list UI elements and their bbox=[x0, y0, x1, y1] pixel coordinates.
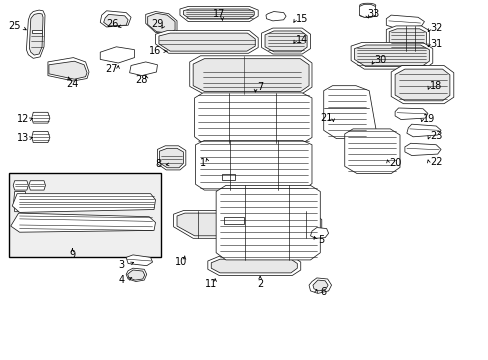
Polygon shape bbox=[183, 9, 254, 19]
Polygon shape bbox=[145, 12, 177, 34]
Polygon shape bbox=[394, 69, 449, 101]
Polygon shape bbox=[13, 181, 28, 190]
Polygon shape bbox=[216, 185, 320, 260]
Polygon shape bbox=[32, 30, 42, 33]
Text: 26: 26 bbox=[106, 19, 119, 30]
Polygon shape bbox=[100, 47, 134, 63]
Text: 20: 20 bbox=[388, 158, 401, 168]
Text: 31: 31 bbox=[429, 39, 442, 49]
Polygon shape bbox=[155, 31, 258, 53]
Polygon shape bbox=[29, 181, 45, 190]
Polygon shape bbox=[48, 58, 89, 81]
Polygon shape bbox=[312, 280, 327, 291]
Text: 13: 13 bbox=[17, 133, 30, 143]
Polygon shape bbox=[100, 11, 131, 27]
Text: 6: 6 bbox=[320, 287, 326, 297]
Text: 27: 27 bbox=[105, 64, 118, 74]
Text: 33: 33 bbox=[366, 9, 379, 19]
Polygon shape bbox=[193, 59, 308, 91]
Polygon shape bbox=[265, 12, 285, 21]
Text: 8: 8 bbox=[156, 159, 162, 169]
Polygon shape bbox=[32, 112, 50, 123]
Text: 9: 9 bbox=[69, 250, 75, 260]
Polygon shape bbox=[11, 213, 155, 232]
Polygon shape bbox=[354, 45, 428, 67]
Polygon shape bbox=[14, 192, 26, 212]
Polygon shape bbox=[207, 256, 300, 275]
Polygon shape bbox=[359, 4, 375, 17]
Text: 12: 12 bbox=[17, 114, 30, 124]
Polygon shape bbox=[310, 228, 328, 238]
Polygon shape bbox=[194, 93, 311, 143]
Text: 32: 32 bbox=[429, 23, 442, 33]
Text: 30: 30 bbox=[373, 55, 386, 66]
Text: 4: 4 bbox=[118, 275, 124, 285]
Text: 22: 22 bbox=[429, 157, 442, 167]
Polygon shape bbox=[32, 131, 50, 143]
Text: 15: 15 bbox=[295, 14, 308, 24]
Text: 16: 16 bbox=[149, 46, 162, 56]
Polygon shape bbox=[173, 211, 321, 238]
Text: 11: 11 bbox=[204, 279, 217, 289]
Text: 17: 17 bbox=[212, 9, 225, 19]
Polygon shape bbox=[386, 26, 428, 51]
Polygon shape bbox=[388, 29, 426, 49]
FancyBboxPatch shape bbox=[9, 173, 161, 257]
Polygon shape bbox=[103, 14, 128, 26]
Text: 3: 3 bbox=[118, 260, 124, 270]
Polygon shape bbox=[394, 108, 427, 120]
Polygon shape bbox=[406, 124, 440, 137]
Polygon shape bbox=[404, 143, 440, 156]
Polygon shape bbox=[390, 66, 453, 104]
Polygon shape bbox=[222, 174, 234, 180]
Ellipse shape bbox=[359, 3, 375, 8]
Polygon shape bbox=[211, 259, 297, 273]
Text: 2: 2 bbox=[257, 279, 263, 289]
Text: 7: 7 bbox=[257, 82, 263, 92]
Text: 21: 21 bbox=[320, 113, 332, 123]
Polygon shape bbox=[147, 13, 175, 33]
Text: 10: 10 bbox=[174, 257, 187, 267]
Polygon shape bbox=[159, 33, 255, 51]
Polygon shape bbox=[126, 268, 146, 282]
Text: 14: 14 bbox=[295, 35, 308, 45]
Polygon shape bbox=[180, 6, 258, 22]
Text: 25: 25 bbox=[8, 21, 21, 31]
Polygon shape bbox=[344, 129, 399, 174]
Polygon shape bbox=[323, 86, 376, 139]
Polygon shape bbox=[157, 146, 185, 170]
Polygon shape bbox=[308, 278, 331, 293]
Text: 28: 28 bbox=[135, 75, 148, 85]
Polygon shape bbox=[26, 10, 45, 58]
Polygon shape bbox=[350, 42, 432, 69]
Text: 5: 5 bbox=[318, 235, 324, 246]
Polygon shape bbox=[49, 61, 87, 79]
Polygon shape bbox=[127, 270, 144, 280]
Text: 19: 19 bbox=[422, 114, 435, 124]
Polygon shape bbox=[386, 15, 424, 28]
Polygon shape bbox=[264, 31, 306, 52]
Polygon shape bbox=[12, 194, 155, 212]
Polygon shape bbox=[159, 148, 183, 168]
Text: 18: 18 bbox=[429, 81, 442, 91]
Text: 29: 29 bbox=[151, 19, 163, 30]
Polygon shape bbox=[261, 28, 310, 54]
Polygon shape bbox=[126, 255, 152, 266]
Text: 24: 24 bbox=[66, 78, 79, 89]
Polygon shape bbox=[224, 217, 243, 224]
Text: 23: 23 bbox=[429, 131, 442, 141]
Polygon shape bbox=[177, 213, 318, 236]
Text: 1: 1 bbox=[200, 158, 205, 168]
Polygon shape bbox=[195, 140, 311, 190]
Polygon shape bbox=[129, 62, 157, 76]
Polygon shape bbox=[29, 13, 43, 55]
Polygon shape bbox=[189, 56, 311, 94]
